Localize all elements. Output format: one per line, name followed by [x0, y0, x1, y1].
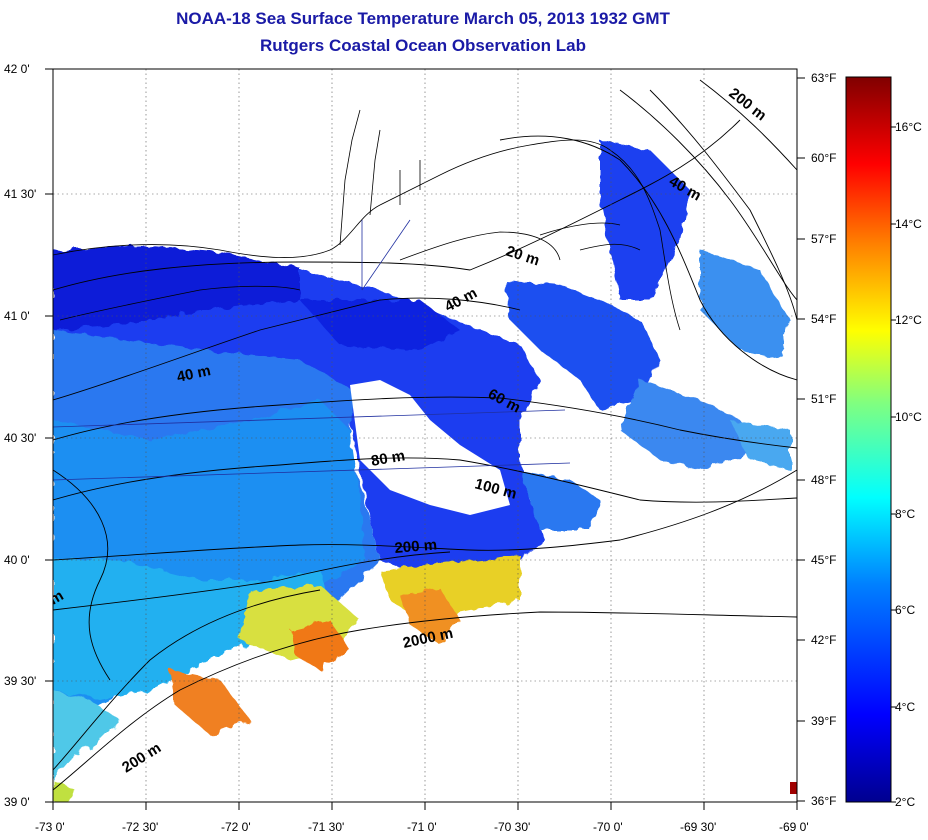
lon-label: -70 30'	[494, 820, 531, 834]
contour-label-20m: 20 m	[504, 243, 542, 270]
lat-label: 39 30'	[4, 674, 37, 688]
contour-label-200m-ne: 200 m	[726, 85, 770, 125]
lat-label: 40 30'	[4, 431, 37, 445]
fahrenheit-label: 54°F	[811, 312, 837, 326]
lon-label: -70 0'	[593, 820, 623, 834]
celsius-label: 2°C	[895, 795, 916, 809]
celsius-label: 14°C	[895, 217, 922, 231]
coastline	[53, 109, 681, 331]
fahrenheit-label: 36°F	[811, 794, 837, 808]
lon-label: -69 30'	[680, 820, 717, 834]
bathymetry-contours	[53, 79, 797, 791]
lat-label: 40 0'	[4, 553, 30, 567]
celsius-label: 16°C	[895, 120, 922, 134]
fahrenheit-label: 60°F	[811, 151, 837, 165]
graticule	[53, 69, 797, 802]
map-subtitle: Rutgers Coastal Ocean Observation Lab	[260, 36, 586, 55]
contour-label-40m-center: 40 m	[442, 284, 480, 315]
map-title: NOAA-18 Sea Surface Temperature March 05…	[176, 9, 670, 28]
lat-label: 39 0'	[4, 795, 30, 809]
contour-label-200m-sw: 200 m	[119, 739, 164, 776]
cloud-gap	[350, 380, 510, 515]
celsius-label: 10°C	[895, 410, 922, 424]
colorbar-ticks	[891, 126, 896, 803]
fahrenheit-label: 45°F	[811, 553, 837, 567]
celsius-label: 8°C	[895, 507, 916, 521]
fahrenheit-label: 63°F	[811, 71, 837, 85]
lon-label: -69 0'	[779, 820, 809, 834]
fahrenheit-label: 48°F	[811, 473, 837, 487]
celsius-label: 6°C	[895, 603, 916, 617]
fahrenheit-label: 39°F	[811, 714, 837, 728]
colorbar	[845, 76, 892, 803]
map-ticks	[45, 68, 805, 810]
celsius-label: 12°C	[895, 313, 922, 327]
contour-label-2000m: 2000 m	[401, 625, 454, 652]
hot-pixel	[790, 782, 797, 794]
contour-label-200m-shelf: 200 m	[394, 536, 438, 557]
celsius-label: 4°C	[895, 700, 916, 714]
lon-label: -71 0'	[407, 820, 437, 834]
fahrenheit-label: 51°F	[811, 392, 837, 406]
fahrenheit-label: 42°F	[811, 633, 837, 647]
contour-label-40m-west: 40 m	[175, 362, 212, 386]
lon-label: -73 0'	[35, 820, 65, 834]
fahrenheit-label: 57°F	[811, 232, 837, 246]
lat-label: 42 0'	[4, 62, 30, 76]
lon-label: -71 30'	[308, 820, 345, 834]
lon-label: -72 0'	[221, 820, 251, 834]
transect-lines	[53, 219, 571, 481]
lat-label: 41 30'	[4, 187, 37, 201]
contour-label-80m: 80 m	[370, 447, 407, 470]
lat-label: 41 0'	[4, 309, 30, 323]
lon-label: -72 30'	[122, 820, 159, 834]
